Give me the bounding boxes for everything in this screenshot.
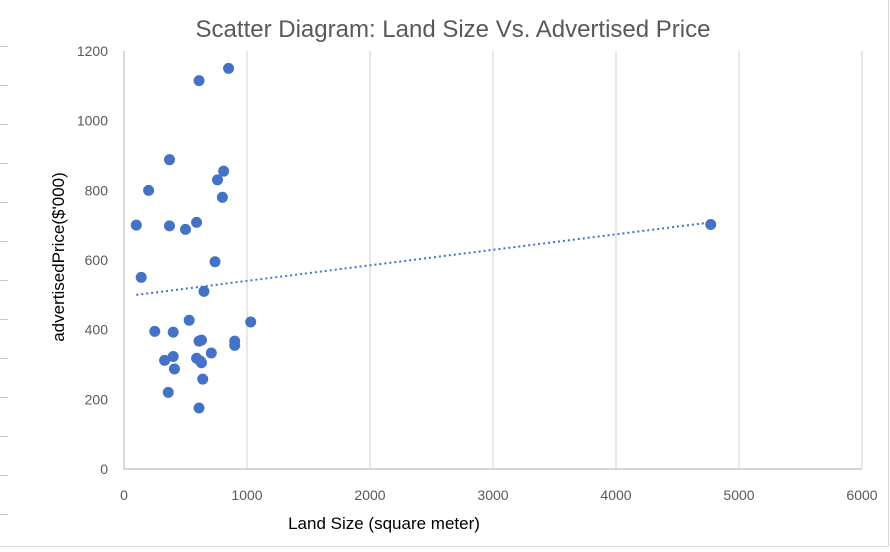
data-point-5 xyxy=(162,386,174,398)
data-point-9 xyxy=(167,350,179,362)
x-tick-label-0: 0 xyxy=(120,487,128,503)
x-tick-label-2000: 2000 xyxy=(354,487,385,503)
chart-title: Scatter Diagram: Land Size Vs. Advertise… xyxy=(196,16,711,43)
data-point-21 xyxy=(197,373,209,385)
data-point-19 xyxy=(195,357,207,369)
data-point-23 xyxy=(205,347,217,359)
data-point-7 xyxy=(164,220,176,232)
x-tick-label-6000: 6000 xyxy=(846,487,877,503)
y-tick-label-800: 800 xyxy=(85,182,109,198)
x-tick-label-4000: 4000 xyxy=(600,487,631,503)
y-tick-label-400: 400 xyxy=(85,322,109,338)
trendline xyxy=(136,221,711,296)
y-axis-title: advertisedPrice($'000) xyxy=(49,172,68,342)
x-tick-label-1000: 1000 xyxy=(231,487,262,503)
x-tick-label-5000: 5000 xyxy=(723,487,754,503)
data-point-28 xyxy=(223,62,235,74)
x-axis-title: Land Size (square meter) xyxy=(288,514,480,533)
data-point-4 xyxy=(159,354,171,366)
data-point-20 xyxy=(195,334,207,346)
y-tick-label-200: 200 xyxy=(85,391,109,407)
data-point-26 xyxy=(216,191,228,203)
data-point-25 xyxy=(211,174,223,186)
y-tick-label-0: 0 xyxy=(100,461,108,477)
data-point-17 xyxy=(193,75,205,87)
data-point-6 xyxy=(164,154,176,166)
data-point-24 xyxy=(209,256,221,268)
data-point-30 xyxy=(229,339,241,351)
left-edge-ruler xyxy=(0,0,10,547)
data-point-22 xyxy=(198,285,210,297)
data-point-27 xyxy=(218,165,230,177)
y-axis-tick-labels: 0 200 400 600 800 1000 1200 xyxy=(77,43,108,477)
data-point-1 xyxy=(135,271,147,283)
axes xyxy=(123,51,862,470)
data-point-12 xyxy=(183,314,195,326)
data-point-31 xyxy=(245,316,257,328)
data-points xyxy=(130,62,717,414)
data-point-13 xyxy=(191,216,203,228)
x-tick-label-3000: 3000 xyxy=(477,487,508,503)
trendline-layer xyxy=(136,221,711,296)
gridlines xyxy=(246,51,863,469)
y-tick-label-600: 600 xyxy=(85,252,109,268)
data-point-32 xyxy=(705,218,717,230)
y-tick-label-1000: 1000 xyxy=(77,113,108,129)
data-point-8 xyxy=(167,326,179,338)
data-point-10 xyxy=(168,363,180,375)
data-point-2 xyxy=(143,184,155,196)
data-point-11 xyxy=(180,223,191,235)
data-point-15 xyxy=(193,402,205,414)
data-point-3 xyxy=(149,325,161,337)
x-axis-tick-labels: 0 1000 2000 3000 4000 5000 6000 xyxy=(120,487,878,503)
y-tick-label-1200: 1200 xyxy=(77,43,108,59)
data-point-0 xyxy=(130,219,142,231)
